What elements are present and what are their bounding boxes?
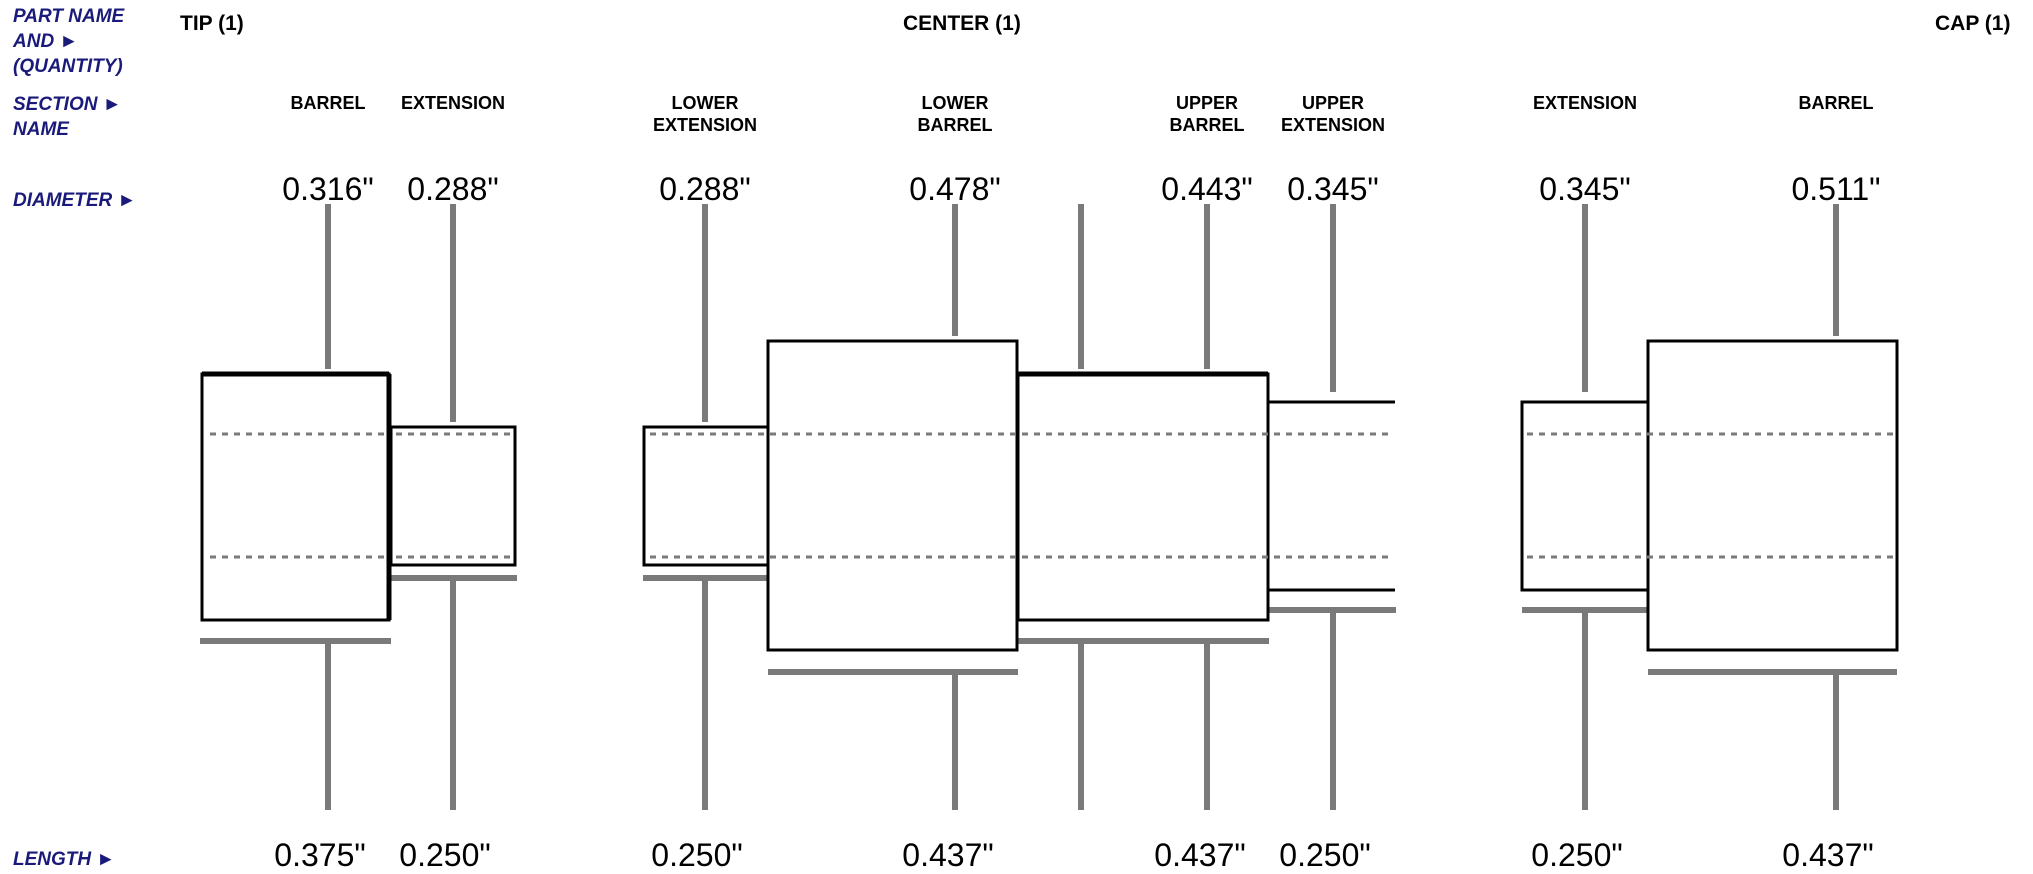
bore-lines bbox=[210, 432, 1893, 559]
length-tip-barrel: 0.375" bbox=[274, 837, 366, 873]
length-tip-extension: 0.250" bbox=[399, 837, 491, 873]
dimension-lines bbox=[200, 204, 1897, 810]
diameter-center-upper-barrel: 0.443" bbox=[1161, 171, 1253, 207]
section-name-center-upper-barrel: UPPER BARREL bbox=[1169, 93, 1245, 135]
part-name-cap: CAP (1) bbox=[1935, 12, 2011, 35]
row-label-length: LENGTH ► bbox=[13, 849, 116, 870]
length-center-lower-extension: 0.250" bbox=[651, 837, 743, 873]
part-name-center: CENTER (1) bbox=[903, 12, 1021, 35]
diameter-cap-extension: 0.345" bbox=[1539, 171, 1631, 207]
diameter-center-lower-extension: 0.288" bbox=[659, 171, 751, 207]
diameter-center-lower-barrel: 0.478" bbox=[909, 171, 1001, 207]
section-outlines bbox=[200, 339, 1899, 652]
outline-center-upper-extension bbox=[1266, 400, 1395, 592]
outline-tip-barrel bbox=[200, 372, 391, 622]
row-label-section-name: SECTION ► NAME bbox=[13, 94, 122, 140]
outline-center-lower-extension bbox=[642, 425, 770, 567]
part-name-tip: TIP (1) bbox=[180, 12, 244, 35]
length-cap-barrel: 0.437" bbox=[1782, 837, 1874, 873]
section-name-tip-barrel: BARREL bbox=[290, 93, 366, 113]
row-label-part-name: PART NAME AND ► (QUANTITY) bbox=[13, 6, 125, 77]
section-name-cap-extension: EXTENSION bbox=[1532, 93, 1638, 113]
length-center-upper-barrel: 0.437" bbox=[1154, 837, 1246, 873]
row-label-diameter: DIAMETER ► bbox=[13, 190, 137, 211]
length-center-lower-barrel: 0.437" bbox=[902, 837, 994, 873]
outline-cap-extension bbox=[1520, 400, 1650, 592]
outline-tip-extension bbox=[389, 425, 517, 567]
section-name-tip-extension: EXTENSION bbox=[400, 93, 506, 113]
outline-center-upper-barrel bbox=[1016, 372, 1270, 622]
diameter-cap-barrel: 0.511" bbox=[1791, 171, 1881, 207]
section-name-center-lower-extension: LOWER EXTENSION bbox=[652, 93, 758, 135]
diameter-tip-barrel: 0.316" bbox=[282, 171, 374, 207]
length-cap-extension: 0.250" bbox=[1531, 837, 1623, 873]
diameter-center-upper-extension: 0.345" bbox=[1287, 171, 1379, 207]
outline-cap-barrel bbox=[1646, 339, 1899, 652]
outline-emphasis bbox=[202, 371, 1268, 620]
length-center-upper-extension: 0.250" bbox=[1279, 837, 1371, 873]
section-name-cap-barrel: BARREL bbox=[1798, 93, 1874, 113]
section-name-center-lower-barrel: LOWER BARREL bbox=[917, 93, 993, 135]
diameter-tip-extension: 0.288" bbox=[407, 171, 499, 207]
section-name-center-upper-extension: UPPER EXTENSION bbox=[1280, 93, 1386, 135]
outline-center-lower-barrel bbox=[766, 339, 1019, 652]
